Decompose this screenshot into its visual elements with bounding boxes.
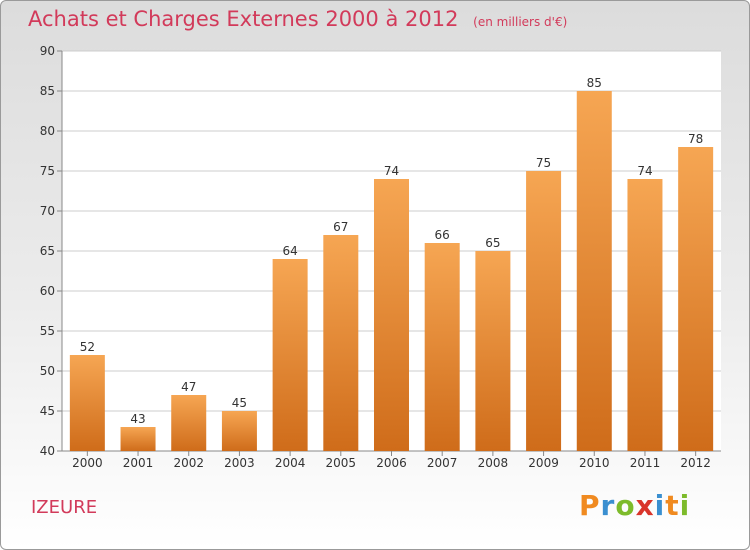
data-label: 65 (485, 236, 500, 250)
x-tick-label: 2003 (224, 456, 255, 470)
bar (374, 179, 409, 451)
data-label: 74 (637, 164, 652, 178)
x-tick-label: 2000 (72, 456, 103, 470)
bar (221, 411, 257, 451)
x-tick-label: 2010 (579, 456, 610, 470)
data-label: 66 (435, 228, 450, 242)
y-tick-label: 70 (40, 204, 55, 218)
logo-letter: P (579, 489, 601, 522)
logo-letter: o (615, 489, 636, 522)
bar (323, 235, 359, 451)
logo-letter: r (600, 489, 616, 522)
x-tick-label: 2004 (275, 456, 306, 470)
y-tick-label: 65 (40, 244, 55, 258)
x-tick-label: 2006 (376, 456, 407, 470)
x-tick-label: 2005 (326, 456, 357, 470)
x-tick-label: 2001 (123, 456, 154, 470)
logo-letter: t (665, 489, 680, 522)
data-label: 75 (536, 156, 551, 170)
bar (69, 355, 105, 451)
y-tick-label: 55 (40, 324, 55, 338)
data-label: 85 (587, 76, 602, 90)
proxiti-logo: Proxiti (579, 489, 690, 522)
x-tick-label: 2009 (528, 456, 559, 470)
chart-subtitle: (en milliers d'€) (473, 15, 568, 29)
logo-letter: x (635, 489, 655, 522)
data-label: 43 (130, 412, 145, 426)
x-tick-label: 2011 (630, 456, 661, 470)
bar (526, 171, 562, 451)
y-tick-label: 75 (40, 164, 55, 178)
logo-letter: i (654, 489, 666, 522)
bar (120, 427, 156, 451)
y-tick-label: 60 (40, 284, 55, 298)
logo-letter: i (679, 489, 691, 522)
y-tick-label: 50 (40, 364, 55, 378)
y-tick-label: 80 (40, 124, 55, 138)
data-label: 67 (333, 220, 348, 234)
bar (475, 251, 511, 451)
data-label: 47 (181, 380, 196, 394)
data-label: 45 (232, 396, 247, 410)
chart-title-text: Achats et Charges Externes 2000 à 2012 (28, 7, 459, 31)
commune-name: IZEURE (31, 497, 98, 518)
data-label: 64 (282, 244, 297, 258)
data-label: 74 (384, 164, 399, 178)
bar (272, 259, 308, 451)
data-label: 78 (688, 132, 703, 146)
bar (576, 91, 612, 451)
x-tick-label: 2002 (173, 456, 204, 470)
x-tick-label: 2008 (478, 456, 509, 470)
y-tick-label: 45 (40, 404, 55, 418)
y-tick-label: 40 (40, 444, 55, 458)
chart-title: Achats et Charges Externes 2000 à 2012 (… (28, 7, 567, 31)
bar (171, 395, 207, 451)
x-tick-label: 2007 (427, 456, 458, 470)
data-label: 52 (80, 340, 95, 354)
y-tick-label: 90 (40, 44, 55, 58)
bar (678, 147, 714, 451)
x-tick-label: 2012 (680, 456, 711, 470)
y-tick-label: 85 (40, 84, 55, 98)
bar (627, 179, 663, 451)
bar (424, 243, 460, 451)
